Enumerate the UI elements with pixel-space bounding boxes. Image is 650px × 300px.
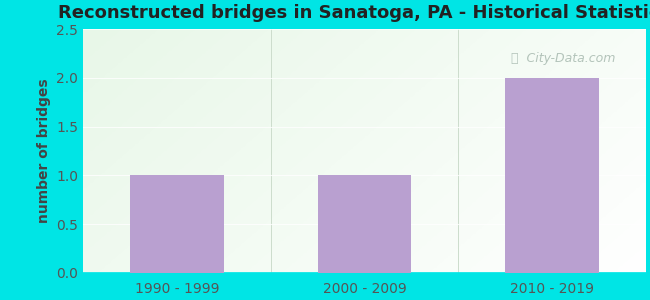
Y-axis label: number of bridges: number of bridges xyxy=(36,79,51,224)
Bar xyxy=(318,176,411,273)
Bar xyxy=(505,78,599,273)
Title: Reconstructed bridges in Sanatoga, PA - Historical Statistics: Reconstructed bridges in Sanatoga, PA - … xyxy=(58,4,650,22)
Text: ⓘ  City-Data.com: ⓘ City-Data.com xyxy=(511,52,615,65)
Bar xyxy=(130,176,224,273)
